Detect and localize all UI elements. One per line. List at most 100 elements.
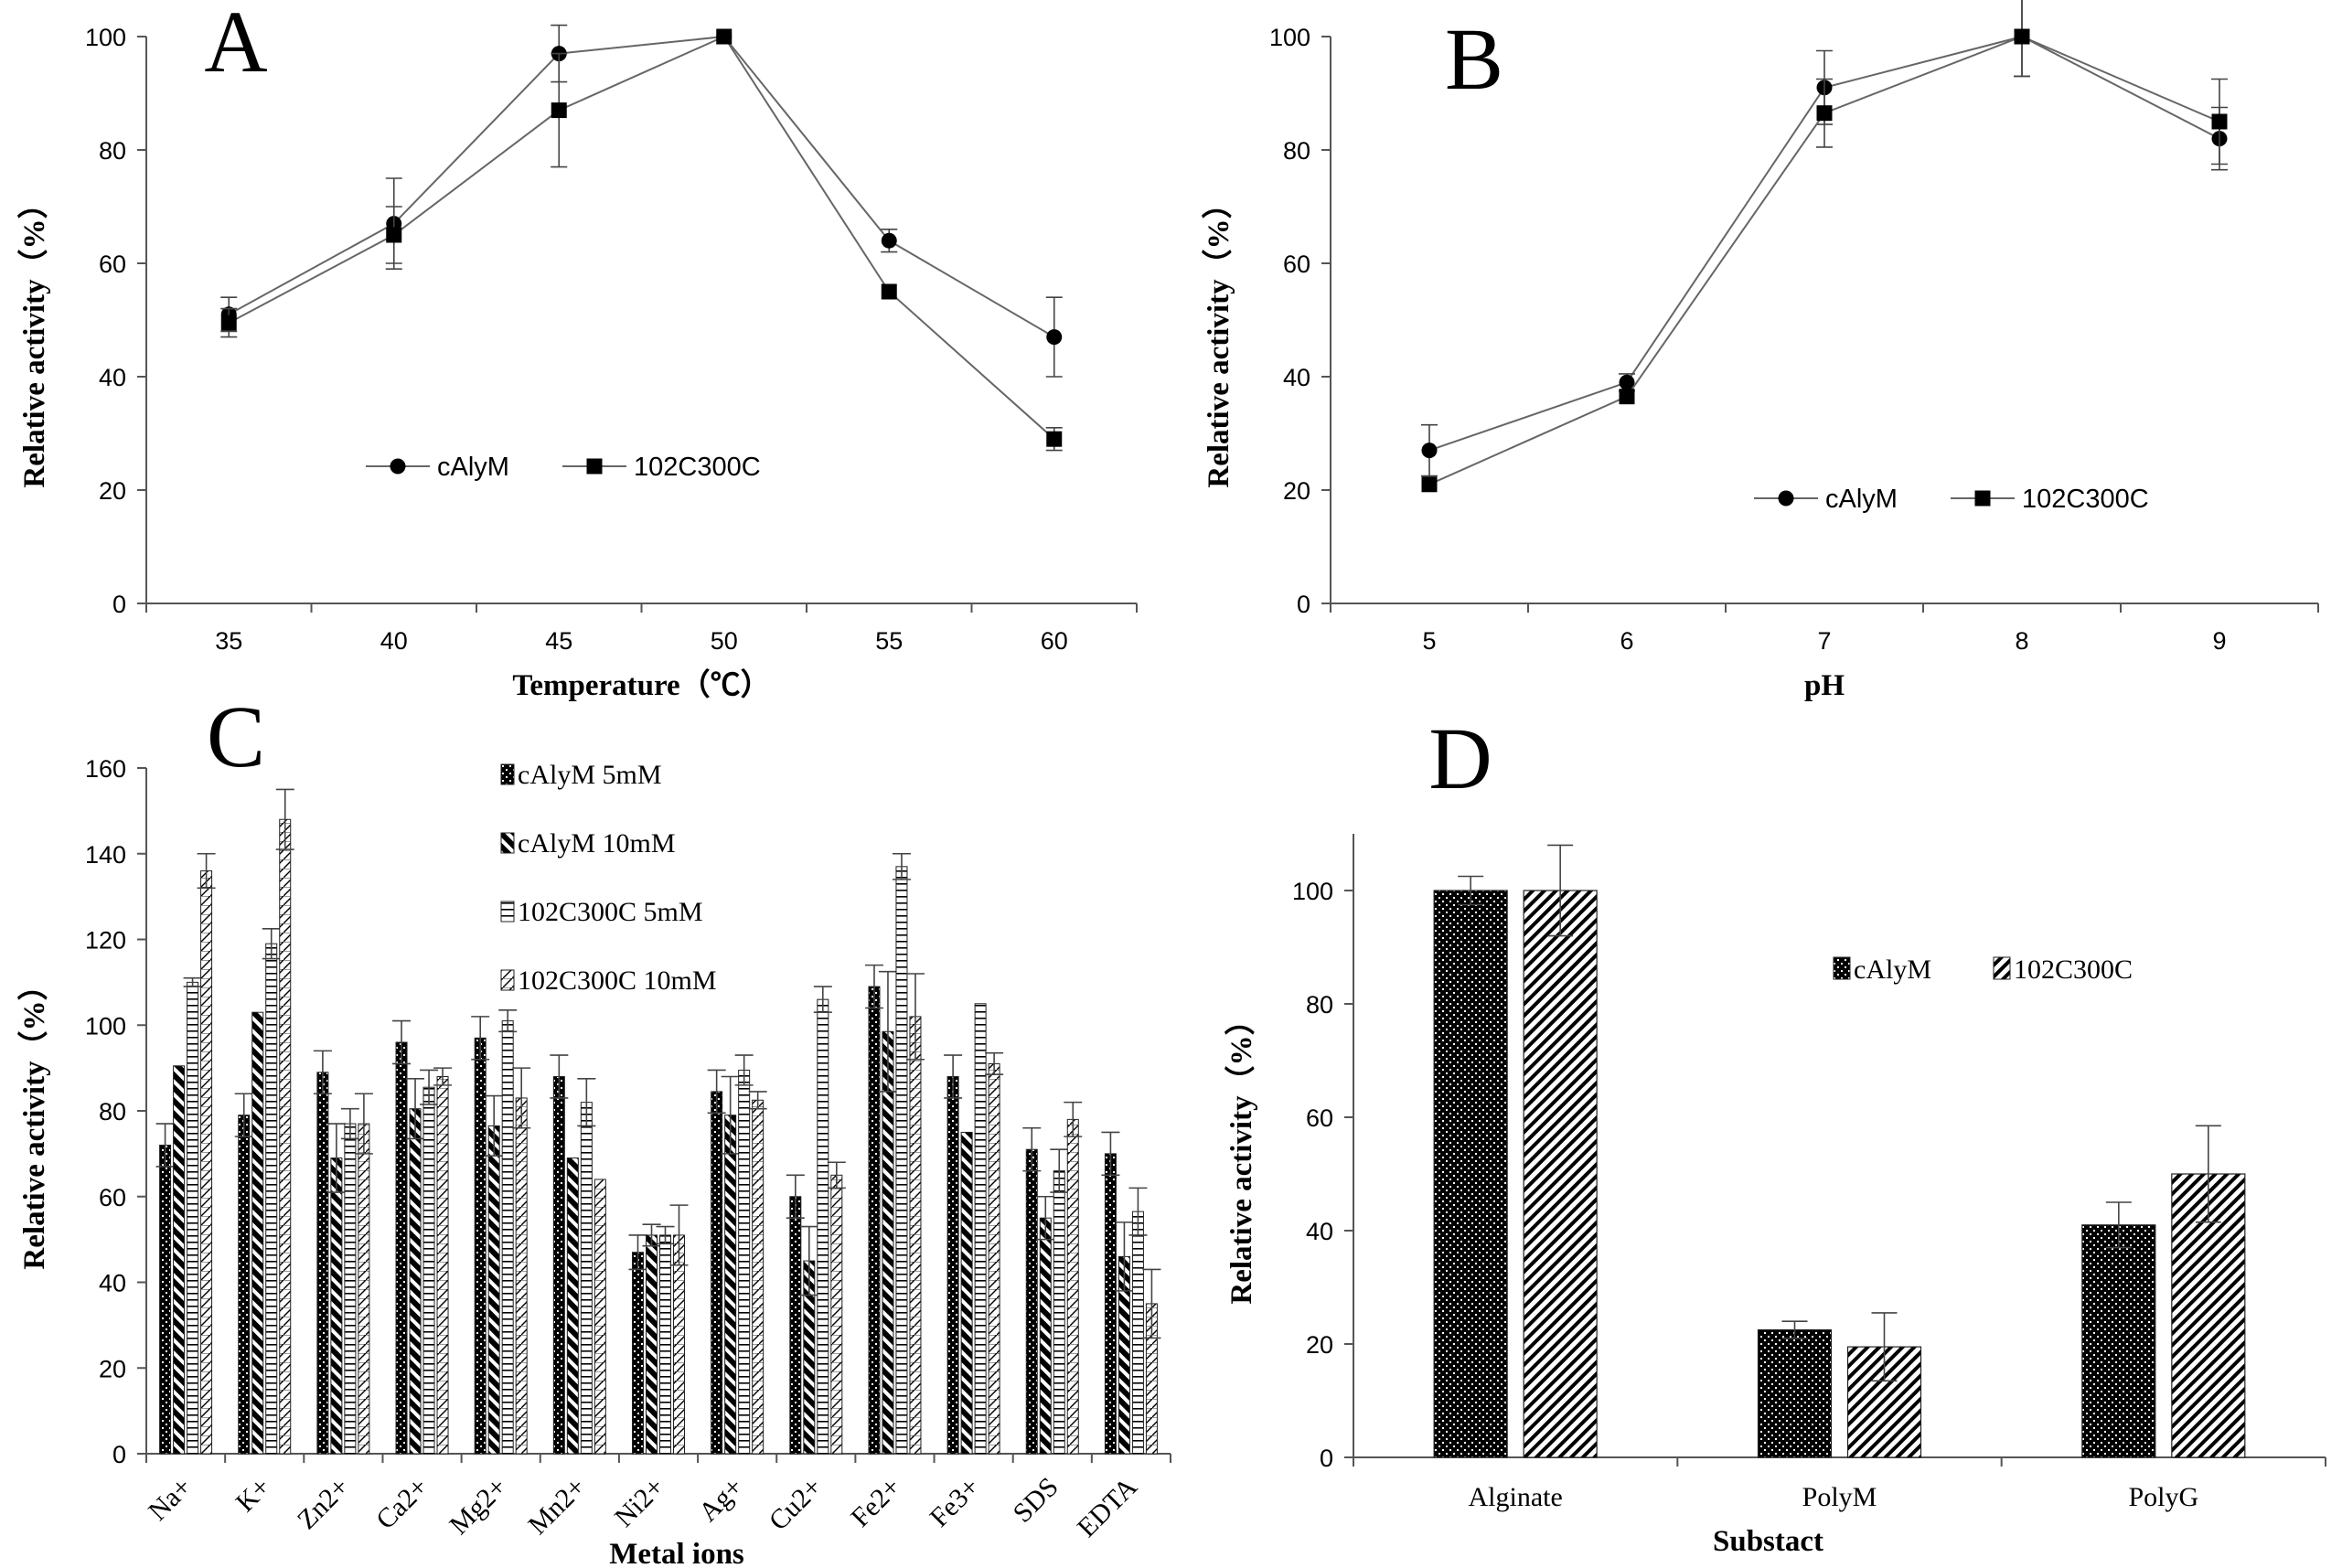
c-x-tick-label: Fe3+ xyxy=(924,1472,985,1533)
c-y-axis-title: Relative activity（%） xyxy=(17,970,51,1269)
c-x-tick-label: Na+ xyxy=(143,1472,198,1527)
d-y-tick-label: 100 xyxy=(1292,878,1333,905)
a-x-tick-label: 40 xyxy=(380,627,408,655)
c-x-tick-label: Ag+ xyxy=(693,1472,749,1528)
c-bar xyxy=(974,1003,987,1455)
panel-a-temperature-chart: A 0 20 40 60 80 100 35 40 45 50 55 60 Temperature（℃） R… xyxy=(17,0,1138,702)
c-bar xyxy=(580,1102,593,1455)
d-y-tick-label: 60 xyxy=(1306,1104,1333,1132)
a-legend-point-square xyxy=(586,458,603,475)
b-y-tick-label: 60 xyxy=(1283,251,1310,278)
c-x-axis-title: Metal ions xyxy=(609,1538,744,1568)
c-bar xyxy=(238,1115,251,1455)
c-bar xyxy=(909,1016,922,1455)
a-x-tick-label: 60 xyxy=(1041,627,1068,655)
b-legend-point-circle xyxy=(1778,490,1794,507)
c-x-tick-label: SDS xyxy=(1007,1472,1064,1529)
c-legend-swatch xyxy=(500,969,515,991)
b-point-square xyxy=(2014,28,2030,45)
a-y-tick-label: 60 xyxy=(99,251,126,278)
c-legend-swatch xyxy=(500,901,515,923)
a-point-circle xyxy=(1046,329,1063,346)
a-legend: cAlyM 102C300C xyxy=(366,453,761,482)
b-point-square xyxy=(1619,389,1635,405)
c-bar xyxy=(752,1099,765,1455)
c-bar xyxy=(738,1069,751,1455)
b-point-square xyxy=(2211,113,2228,130)
c-panel-letter: C xyxy=(207,688,265,785)
a-y-tick-label: 20 xyxy=(99,477,126,505)
c-bar xyxy=(344,1123,357,1455)
c-bar xyxy=(946,1076,959,1455)
c-bar xyxy=(594,1179,606,1455)
c-bar xyxy=(646,1234,658,1455)
c-bar xyxy=(159,1145,172,1455)
c-bar xyxy=(200,870,213,1455)
c-bar xyxy=(1025,1148,1038,1455)
c-legend: cAlyM 5mM cAlyM 10mM 102C300C 5mM 102C300C … xyxy=(500,760,717,996)
b-panel-letter: B xyxy=(1445,10,1503,108)
d-y-tick-label: 80 xyxy=(1306,991,1333,1019)
c-bar xyxy=(711,1091,723,1455)
c-bar xyxy=(895,866,908,1455)
c-bar xyxy=(1053,1170,1065,1455)
d-y-tick-label: 0 xyxy=(1320,1445,1333,1472)
a-y-tick-label: 40 xyxy=(99,364,126,391)
c-bar xyxy=(316,1072,329,1455)
c-bar xyxy=(817,998,829,1455)
a-y-tick-label: 0 xyxy=(112,591,126,618)
c-legend-swatch xyxy=(500,832,515,854)
d-legend-label: 102C300C xyxy=(2014,955,2133,985)
a-point-square xyxy=(220,315,237,331)
c-bar xyxy=(988,1062,1000,1455)
a-legend-label: cAlyM xyxy=(437,453,509,482)
c-y-tick-label: 140 xyxy=(85,841,126,869)
d-x-tick-label: PolyM xyxy=(1802,1482,1877,1512)
c-bar xyxy=(632,1252,644,1455)
b-point-square xyxy=(1816,105,1833,122)
c-bar xyxy=(1104,1153,1117,1455)
c-x-tick-label: EDTA xyxy=(1072,1471,1143,1542)
c-bar xyxy=(265,943,278,1455)
c-bar xyxy=(173,1065,186,1455)
b-x-tick-label: 6 xyxy=(1620,627,1633,655)
c-y-tick-label: 80 xyxy=(99,1098,126,1125)
b-y-tick-label: 100 xyxy=(1269,24,1310,51)
c-legend-label: cAlyM 10mM xyxy=(518,828,676,859)
a-point-square xyxy=(881,283,897,300)
d-bar xyxy=(1523,890,1598,1458)
d-x-tick-label: Alginate xyxy=(1469,1482,1563,1512)
c-bar xyxy=(330,1157,343,1455)
b-legend: cAlyM 102C300C xyxy=(1754,485,2149,514)
c-bar xyxy=(882,1030,894,1455)
a-point-square xyxy=(1046,431,1063,447)
c-bar xyxy=(868,986,881,1455)
a-y-tick-label: 100 xyxy=(85,24,126,51)
b-legend-point-square xyxy=(1974,490,1991,507)
b-x-tick-label: 9 xyxy=(2212,627,2226,655)
d-y-tick-label: 20 xyxy=(1306,1331,1333,1359)
c-bar xyxy=(358,1123,370,1455)
c-y-tick-label: 160 xyxy=(85,755,126,783)
c-y-tick-label: 40 xyxy=(99,1270,126,1297)
c-y-tick-label: 60 xyxy=(99,1184,126,1211)
c-y-tick-label: 20 xyxy=(99,1355,126,1382)
a-series-line-cAlyM xyxy=(228,35,1055,338)
c-bar xyxy=(436,1076,449,1455)
c-bar xyxy=(474,1037,487,1455)
b-legend-label: cAlyM xyxy=(1825,485,1898,514)
c-bar xyxy=(279,818,292,1455)
b-x-tick-label: 8 xyxy=(2015,627,2028,655)
a-legend-label: 102C300C xyxy=(634,453,761,482)
c-x-tick-label: Zn2+ xyxy=(292,1472,355,1535)
c-bar xyxy=(1131,1211,1144,1455)
a-point-square xyxy=(551,102,567,119)
b-x-tick-label: 7 xyxy=(1817,627,1831,655)
c-bar xyxy=(395,1041,408,1455)
a-legend-point-circle xyxy=(390,458,406,475)
c-x-tick-label: Ca2+ xyxy=(370,1472,433,1535)
a-panel-letter: A xyxy=(204,0,267,91)
d-bar xyxy=(2081,1224,2156,1458)
c-x-tick-label: Cu2+ xyxy=(764,1472,829,1537)
c-bar xyxy=(422,1086,435,1455)
